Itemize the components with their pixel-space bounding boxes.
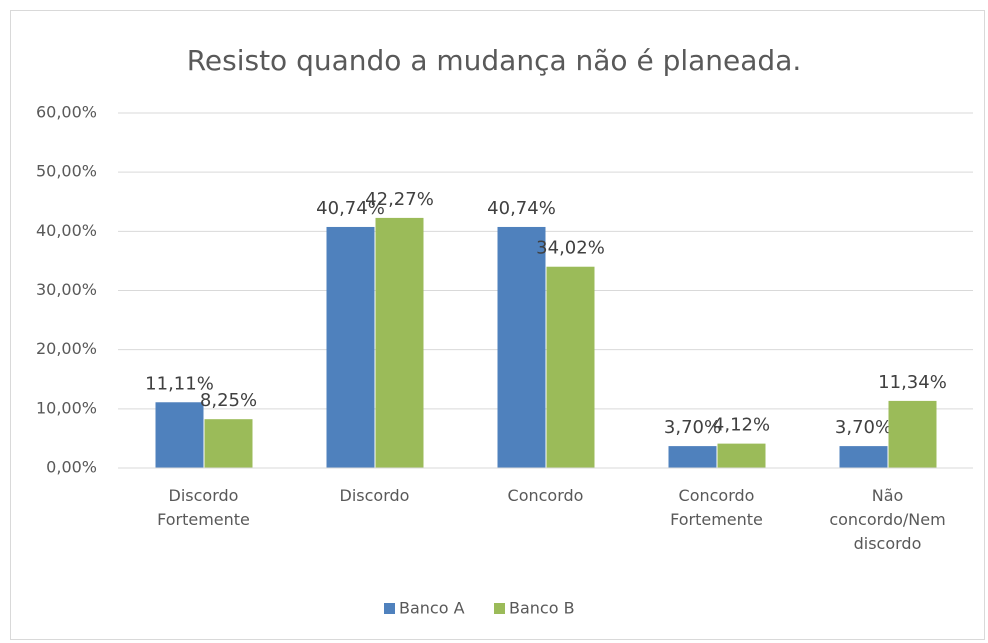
bar [204, 419, 253, 468]
data-label: 40,74% [316, 198, 385, 219]
data-label: 11,11% [145, 373, 214, 394]
data-label: 4,12% [713, 415, 770, 436]
data-label: 40,74% [487, 198, 556, 219]
y-tick-label: 40,00% [36, 221, 97, 240]
data-label: 3,70% [835, 417, 892, 438]
y-tick-label: 0,00% [46, 458, 97, 477]
bar [326, 226, 375, 468]
y-tick-label: 20,00% [36, 339, 97, 358]
x-tick-label: Concordo [507, 486, 584, 505]
chart-title: Resisto quando a mudança não é planeada. [187, 44, 802, 77]
x-tick-label: Não concordo/Nem discordo [829, 486, 946, 553]
data-label: 42,27% [365, 189, 434, 210]
bar [375, 217, 424, 468]
legend-label: Banco B [509, 599, 575, 618]
data-label: 11,34% [878, 372, 947, 393]
data-label: 3,70% [664, 417, 721, 438]
legend-swatch [494, 603, 505, 614]
bar [717, 443, 766, 468]
x-tick-label: Discordo [339, 486, 410, 505]
y-tick-label: 30,00% [36, 280, 97, 299]
bar [668, 446, 717, 468]
y-tick-label: 60,00% [36, 103, 97, 122]
legend-swatch [384, 603, 395, 614]
x-tick-label: Discordo Fortemente [157, 486, 250, 529]
data-label: 34,02% [536, 238, 605, 259]
y-tick-label: 10,00% [36, 398, 97, 417]
bar [497, 226, 546, 468]
y-tick-label: 50,00% [36, 162, 97, 181]
x-tick-label: Concordo Fortemente [670, 486, 763, 529]
legend-label: Banco A [399, 599, 465, 618]
bar [888, 400, 937, 468]
bar [155, 402, 204, 468]
data-label: 8,25% [200, 390, 257, 411]
bar [546, 266, 595, 468]
bar [839, 446, 888, 468]
